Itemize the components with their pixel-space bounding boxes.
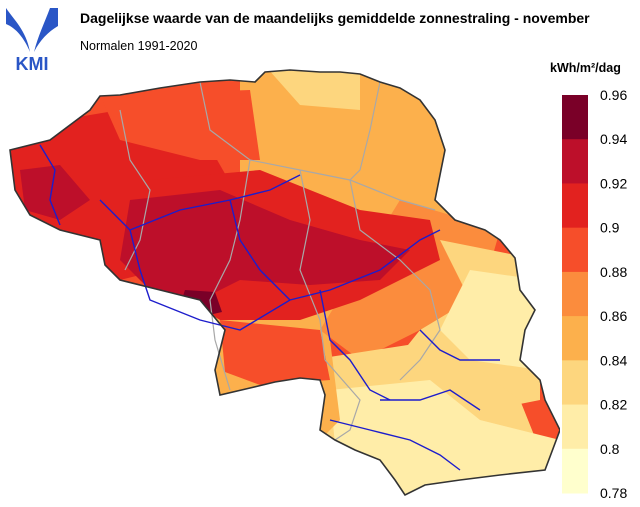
country-outline [9, 69, 560, 497]
legend-tick-label: 0.9 [600, 220, 620, 236]
legend-swatch [562, 316, 588, 361]
legend-tick-label: 0.84 [600, 352, 627, 368]
logo-text: KMI [16, 54, 49, 72]
belgium-map [9, 69, 560, 497]
legend-swatch [562, 271, 588, 317]
legend-swatch [562, 183, 588, 229]
map-subtitle: Normalen 1991-2020 [80, 39, 198, 53]
kmi-logo: KMI [6, 8, 58, 72]
legend-swatch [562, 448, 588, 494]
legend-swatch [562, 139, 588, 184]
legend-swatch [562, 95, 588, 140]
legend-unit: kWh/m²/dag [550, 61, 621, 75]
legend-tick-label: 0.96 [600, 87, 627, 103]
zone-088-090-north [100, 90, 260, 160]
legend-tick-label: 0.82 [600, 397, 627, 413]
logo-swoosh-right [34, 8, 58, 52]
legend-tick-label: 0.78 [600, 485, 627, 500]
legend-tick-label: 0.86 [600, 308, 627, 324]
legend-swatches [562, 95, 588, 494]
legend-swatch [562, 227, 588, 273]
map-title: Dagelijkse waarde van de maandelijks gem… [80, 10, 590, 26]
legend-ticks: 0.96 0.94 0.92 0.9 0.88 0.86 0.84 0.82 0.8 0.78 [600, 87, 627, 500]
zone-092-094-center [120, 190, 410, 300]
legend-tick-label: 0.8 [600, 441, 620, 457]
zone-080-082-east [440, 270, 540, 370]
logo-swoosh-left [6, 8, 30, 52]
legend-swatch [562, 360, 588, 406]
rivers [39, 144, 500, 471]
zone-086-088-east [320, 200, 500, 360]
irradiance-field [10, 70, 560, 495]
zone-092-094-west [20, 165, 90, 220]
legend-tick-label: 0.92 [600, 175, 627, 191]
zone-088-090-south [220, 320, 330, 385]
legend-tick-label: 0.88 [600, 264, 627, 280]
legend-tick-label: 0.94 [600, 131, 627, 147]
legend-swatch [562, 404, 588, 450]
color-legend: 0.96 0.94 0.92 0.9 0.88 0.86 0.84 0.82 0.8 0.78 [562, 87, 627, 500]
